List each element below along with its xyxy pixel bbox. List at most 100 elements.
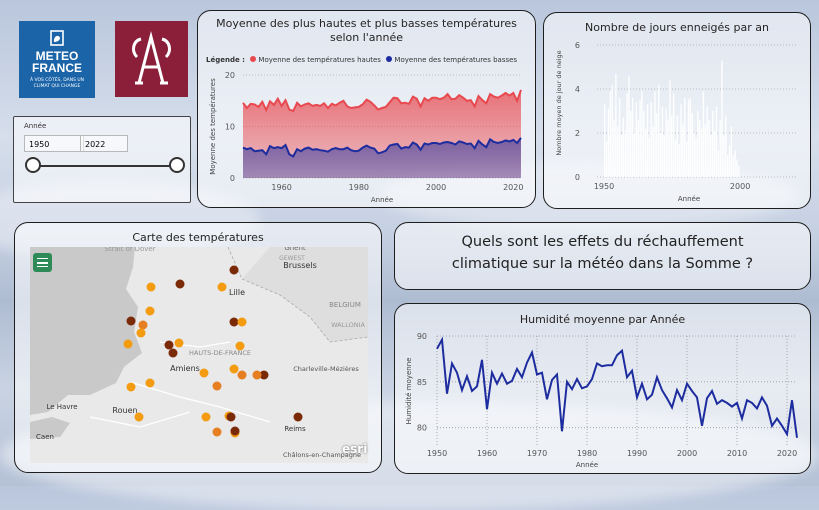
- snow-bar: [687, 100, 690, 177]
- snow-bar: [732, 155, 734, 177]
- snow-bar: [712, 111, 714, 177]
- map-station-marker: [126, 382, 136, 392]
- year-slider-start-handle[interactable]: [25, 157, 41, 173]
- snow-bar: [654, 91, 656, 177]
- snow-bar: [676, 115, 679, 177]
- map-title: Carte des températures: [132, 231, 264, 244]
- map-station-marker: [229, 265, 239, 275]
- temp-ytick-label: 0: [230, 174, 235, 183]
- snow-bar: [674, 139, 677, 177]
- map-station-marker: [168, 348, 178, 358]
- humidity-xtick-label: 1970: [527, 449, 547, 458]
- map-attribution: esri: [342, 442, 368, 456]
- map-station-marker: [123, 339, 133, 349]
- map-station-marker: [259, 370, 269, 380]
- map-station-marker: [174, 338, 184, 348]
- snow-yaxis-title: Nombre moyen de jour de neige: [555, 50, 563, 155]
- year-end-input[interactable]: 2022: [80, 135, 128, 152]
- temp-xtick-label: 1980: [349, 183, 369, 192]
- meteo-line2: FRANCE: [32, 61, 82, 75]
- map-place-label: Amiens: [170, 364, 200, 373]
- humidity-line: [436, 336, 798, 438]
- temp-xtick-label: 2020: [503, 183, 523, 192]
- map-sea-channel: [30, 247, 142, 415]
- humidity-chart-title: Humidité moyenne par Année: [519, 313, 686, 326]
- humidity-xtick-label: 2010: [727, 449, 747, 458]
- map-station-marker: [237, 317, 247, 327]
- legend-high-marker: [250, 56, 257, 62]
- snow-bar: [622, 117, 625, 177]
- snow-bar: [604, 104, 606, 177]
- map-place-label: Strait of Dover: [104, 247, 155, 253]
- year-slider-track[interactable]: [34, 165, 177, 167]
- map-station-marker: [237, 370, 247, 380]
- low-temp-line: [242, 137, 522, 158]
- snow-bar: [617, 126, 619, 177]
- snow-bar: [717, 150, 720, 177]
- snow-bar: [730, 126, 733, 177]
- map-station-marker: [136, 328, 146, 338]
- snow-bar: [665, 108, 667, 177]
- snow-bar: [693, 133, 695, 177]
- meteo-france-emblem-icon: [50, 30, 64, 46]
- snow-ytick-label: 4: [575, 85, 580, 94]
- humidity-chart-card: Humidité moyenne par Année 80 85 90 1950 196…: [394, 303, 811, 474]
- map-place-label: Charleville-Mézières: [293, 365, 359, 373]
- snow-bar: [682, 124, 684, 177]
- temp-xtick-label: 1960: [271, 183, 291, 192]
- snow-bar: [684, 97, 686, 177]
- snow-bar: [719, 119, 721, 177]
- snow-bar: [624, 130, 626, 177]
- snow-bar: [644, 128, 647, 177]
- snow-chart-title: Nombre de jours enneigés par an: [585, 21, 769, 34]
- hamburger-menu-icon: [37, 258, 48, 267]
- snow-bar: [689, 97, 692, 177]
- snow-bar: [700, 128, 703, 177]
- snow-bar: [611, 84, 613, 177]
- snow-bar: [605, 141, 608, 177]
- map-station-marker: [229, 364, 239, 374]
- map-place-label: BELGIUM: [329, 301, 361, 309]
- snow-bar: [630, 111, 632, 177]
- snow-bar: [691, 113, 693, 177]
- low-temp-area: [243, 137, 521, 178]
- map-station-marker: [229, 317, 239, 327]
- map-card: Carte des températures Strait of Dover Gh…: [14, 222, 382, 473]
- snow-bar: [702, 91, 705, 177]
- hamburger-menu-middle: [37, 262, 48, 264]
- map-station-marker: [212, 381, 222, 391]
- snow-bar: [633, 133, 636, 177]
- snow-bar: [652, 126, 654, 177]
- snow-ytick-label: 6: [575, 41, 580, 50]
- meteo-tagline1: À VOS CÔTÉS, DANS UN: [29, 78, 85, 83]
- snow-xtick-label: 2000: [730, 182, 750, 191]
- snow-bar: [650, 102, 652, 177]
- snow-bar: [671, 115, 673, 177]
- map-station-marker: [164, 340, 174, 350]
- map-station-marker: [134, 412, 144, 422]
- humidity-xtick-label: 1950: [427, 449, 447, 458]
- map-menu-button[interactable]: [33, 253, 52, 272]
- snow-bar: [734, 150, 736, 177]
- temp-ytick-label: 20: [225, 71, 235, 80]
- snow-ytick-label: 0: [575, 173, 580, 182]
- humidity-yaxis-title: Humidité moyenne: [405, 358, 413, 425]
- snow-bar: [695, 137, 697, 177]
- snow-bar: [656, 113, 658, 177]
- snow-bar: [721, 60, 723, 177]
- humidity-xtick-label: 1980: [577, 449, 597, 458]
- snow-bar: [710, 135, 712, 177]
- snow-bar: [631, 97, 634, 177]
- snow-bar: [708, 119, 710, 177]
- snow-bar: [667, 119, 669, 177]
- map-station-marker: [138, 320, 148, 330]
- temp-xtick-label: 2000: [426, 183, 446, 192]
- map-sea-estuary: [30, 417, 70, 439]
- year-start-input[interactable]: 1950: [24, 135, 84, 152]
- humidity-ytick-label: 80: [417, 424, 427, 433]
- snow-bar: [618, 97, 621, 177]
- snow-bar: [620, 135, 623, 177]
- year-slider-end-handle[interactable]: [169, 157, 185, 173]
- map-station-marker: [235, 341, 245, 351]
